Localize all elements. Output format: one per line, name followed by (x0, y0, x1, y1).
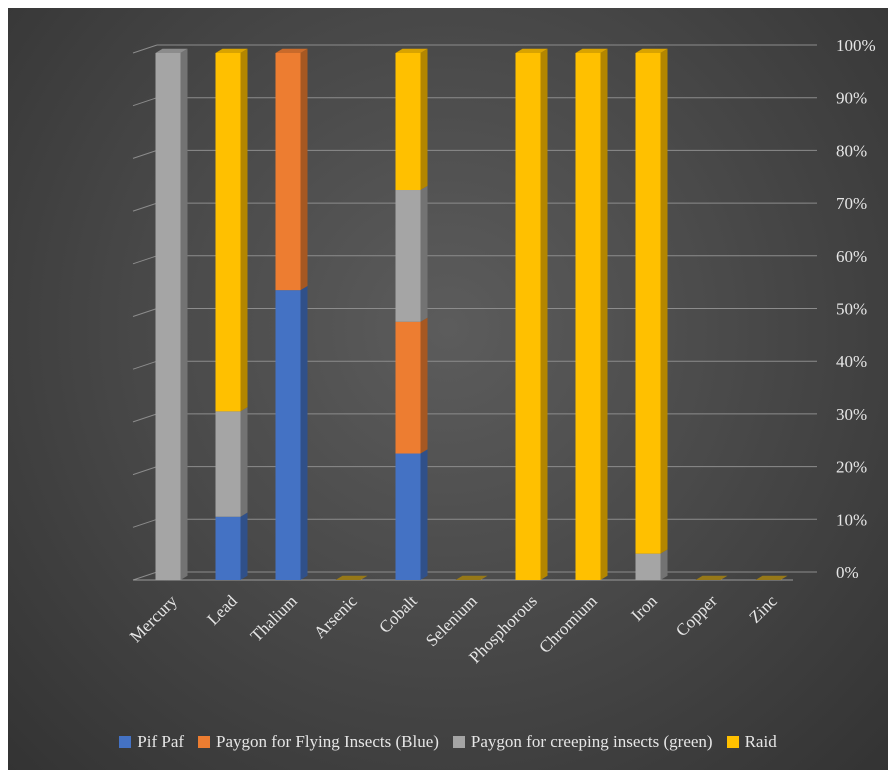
bar-segment (515, 53, 541, 580)
bar-side (240, 512, 248, 580)
legend-label: Paygon for creeping insects (green) (470, 732, 713, 751)
gridline-diagonal (132, 466, 158, 476)
plot-area (8, 8, 888, 770)
bar-side (660, 48, 668, 554)
gridline-diagonal (132, 518, 158, 528)
legend-label: Pif Paf (137, 732, 185, 751)
bar-segment (575, 53, 601, 580)
bar-top (515, 48, 548, 53)
bar-side (420, 317, 428, 454)
bar-side (240, 48, 248, 412)
gridline-diagonal (132, 202, 158, 212)
y-tick-label: 90% (836, 89, 867, 108)
x-category-label: Iron (627, 591, 661, 625)
bar-segment (395, 190, 421, 322)
legend-item: Raid (726, 732, 777, 752)
y-tick-label: 60% (836, 247, 867, 266)
legend-item: Paygon for creeping insects (green) (452, 732, 713, 752)
bar-empty-marker (695, 575, 728, 580)
legend-label: Paygon for Flying Insects (Blue) (216, 732, 439, 751)
bar-top (575, 48, 608, 53)
legend-swatch (452, 736, 465, 748)
bar-empty-marker (755, 575, 788, 580)
bar-side (540, 48, 548, 581)
bar-top (215, 48, 248, 53)
bar-side (240, 407, 248, 517)
gridline-diagonal (132, 255, 158, 265)
x-category-label: Lead (203, 591, 241, 629)
bar-empty-marker (455, 575, 488, 580)
y-tick-label: 40% (836, 352, 867, 371)
legend-swatch (198, 736, 211, 748)
bar-segment (635, 53, 661, 554)
x-category-label: Selenium (422, 591, 481, 650)
bar-top (635, 48, 668, 53)
legend: Pif Paf Paygon for Flying Insects (Blue) P… (0, 732, 896, 752)
gridline-diagonal (132, 360, 158, 370)
bar-segment (395, 321, 421, 454)
x-category-label: Copper (672, 591, 721, 640)
legend-swatch (726, 736, 739, 748)
bar-side (660, 549, 668, 580)
y-tick-label: 0% (836, 563, 859, 582)
legend-item: Paygon for Flying Insects (Blue) (198, 732, 439, 752)
gridlines (132, 44, 817, 581)
bar-side (300, 48, 308, 291)
legend-item: Pif Paf (119, 732, 184, 752)
bar-top (155, 48, 188, 53)
bar-segment (395, 453, 421, 580)
x-category-label: Zinc (745, 591, 781, 627)
bar-side (420, 48, 428, 191)
bar-segment (215, 411, 241, 517)
y-tick-label: 100% (836, 36, 876, 55)
x-category-label: Chromium (535, 591, 601, 657)
gridline-diagonal (132, 44, 158, 54)
x-category-label: Arsenic (310, 591, 361, 642)
x-axis-categories: Mercury Lead Thalium Arsenic Cobalt SeleniumP… (126, 591, 781, 667)
gridline-diagonal (132, 413, 158, 423)
bar-side (420, 185, 428, 322)
y-tick-label: 20% (836, 458, 867, 477)
bar-side (600, 48, 608, 581)
y-axis-ticks: 0% 10% 20% 30% 40% 50% 60% 70% 80% 90% 100% (836, 36, 876, 582)
y-tick-label: 50% (836, 300, 867, 319)
bar-side (420, 449, 428, 580)
bar-segment (215, 516, 241, 580)
bar-segment (155, 53, 181, 580)
bar-side (180, 48, 188, 581)
gridline-diagonal (132, 97, 158, 107)
bar-segment (275, 290, 301, 580)
legend-swatch (119, 736, 132, 748)
bar-top (275, 48, 308, 53)
bars (155, 48, 788, 581)
bar-segment (275, 53, 301, 291)
bar-top (395, 48, 428, 53)
gridline-diagonal (132, 149, 158, 159)
legend-label: Raid (744, 732, 777, 751)
bar-segment (215, 53, 241, 412)
y-tick-label: 80% (836, 141, 867, 160)
x-category-label: Mercury (126, 591, 181, 646)
y-tick-label: 30% (836, 405, 867, 424)
x-category-label: Thalium (247, 591, 301, 645)
x-category-label: Cobalt (375, 591, 421, 637)
bar-side (300, 285, 308, 580)
bar-segment (635, 553, 661, 580)
gridline-diagonal (132, 308, 158, 317)
bar-empty-marker (335, 575, 368, 580)
y-tick-label: 10% (836, 510, 867, 529)
y-tick-label: 70% (836, 194, 867, 213)
bar-segment (395, 53, 421, 191)
gridline-diagonal (132, 571, 158, 581)
